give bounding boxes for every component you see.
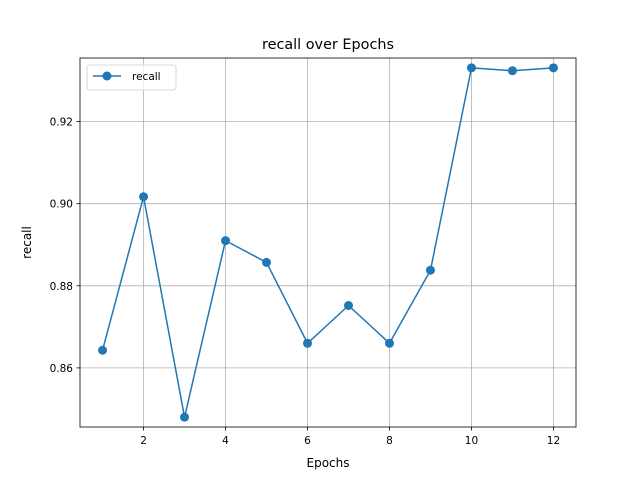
data-point <box>507 66 517 76</box>
series-line <box>101 67 554 418</box>
series-layer <box>98 63 558 422</box>
x-tick-label: 10 <box>465 435 478 447</box>
data-point <box>180 412 190 422</box>
ticks: 2 4 6 8 10 12 0.86 0.88 0.90 0.92 <box>50 117 561 447</box>
x-tick-label: 6 <box>304 435 311 447</box>
data-point <box>548 63 558 73</box>
legend-box <box>86 64 177 91</box>
data-point <box>384 338 394 348</box>
data-point <box>98 345 108 355</box>
chart-title: recall over Epochs <box>262 37 394 53</box>
data-point <box>221 236 231 246</box>
x-axis-label: Epochs <box>307 456 350 470</box>
y-axis-label: recall <box>20 226 34 259</box>
x-tick-label: 2 <box>140 435 147 447</box>
legend-label: recall <box>132 71 161 83</box>
data-point <box>425 265 435 275</box>
data-point <box>303 338 313 348</box>
legend: recall <box>86 64 177 91</box>
y-tick-label: 0.92 <box>50 117 73 129</box>
plot-frame <box>79 57 577 428</box>
x-tick-label: 4 <box>222 435 229 447</box>
legend-marker <box>102 71 112 81</box>
x-tick-label: 8 <box>386 435 393 447</box>
y-tick-label: 0.90 <box>50 199 73 211</box>
data-point <box>139 192 149 202</box>
y-tick-label: 0.86 <box>50 363 74 375</box>
y-tick-label: 0.88 <box>50 281 73 293</box>
x-tick-label: 12 <box>547 435 560 447</box>
data-point <box>466 63 476 73</box>
data-point <box>262 257 272 267</box>
data-point <box>343 301 353 311</box>
